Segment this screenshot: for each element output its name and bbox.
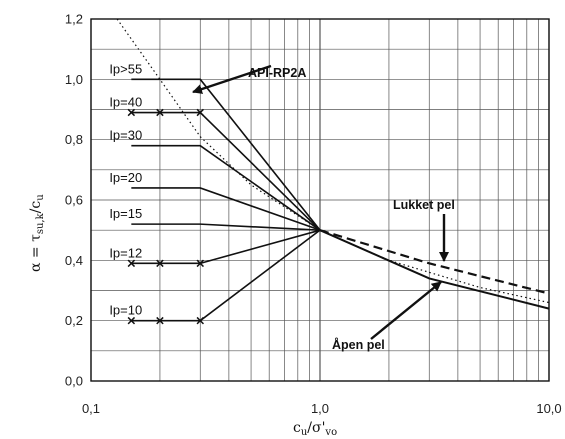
ann-apen-pel: Åpen pel	[332, 337, 385, 352]
ip-label: Ip=30	[109, 128, 142, 143]
x-marker	[127, 316, 136, 325]
x-marker	[156, 316, 164, 325]
x-marker	[196, 316, 204, 325]
ann-apen-group: Åpen pel	[332, 337, 385, 352]
y-tick-label: 0,8	[65, 132, 83, 147]
y-axis-label-pre: α = τ	[28, 234, 44, 272]
x-marker	[156, 259, 164, 268]
ip-label: Ip=10	[109, 303, 142, 318]
ann-api-group: API-RP2A	[248, 66, 306, 80]
x-tick-label: 1,0	[311, 401, 329, 416]
x-marker	[196, 108, 204, 117]
x-axis-label-mid: /σ'	[307, 420, 325, 436]
ip-label: Ip>55	[109, 61, 142, 76]
x-axis-label-sub2: vo	[324, 427, 337, 438]
x-axis-label-base: c	[293, 420, 301, 436]
x-tick-label: 0,1	[82, 401, 100, 416]
ip-label: Ip=12	[109, 245, 142, 260]
plot-frame	[90, 18, 550, 382]
y-axis-label-post: /c	[28, 201, 44, 214]
x-marker	[196, 259, 204, 268]
y-tick-label: 0,0	[65, 374, 83, 389]
series-line	[116, 18, 550, 304]
y-tick-label: 1,2	[65, 12, 83, 27]
arrow-apen-pel	[370, 281, 442, 340]
series-line	[319, 229, 550, 295]
y-tick-label: 0,4	[65, 253, 83, 268]
y-axis-label-sub: su,k	[35, 212, 46, 234]
ann-lukket-pel: Lukket pel	[393, 198, 455, 212]
ip-label: Ip=15	[109, 206, 142, 221]
y-tick-label: 1,0	[65, 72, 83, 87]
ip-label: Ip=40	[109, 95, 142, 110]
markers	[127, 108, 204, 325]
curves	[116, 18, 550, 310]
y-axis-label: α = τsu,k/cu	[28, 194, 46, 272]
x-marker	[156, 108, 164, 117]
ip-line	[131, 78, 321, 231]
labels: Ip>55 Ip=40 Ip=30 Ip=20 Ip=15 Ip=12 Ip=10	[109, 61, 449, 340]
ip-line	[131, 144, 321, 231]
y-tick-label: 0,6	[65, 193, 83, 208]
y-axis-label-sub2: u	[35, 194, 46, 201]
ann-api-rp2a: API-RP2A	[248, 66, 306, 80]
ip-line	[131, 223, 321, 231]
x-axis-label: cu/σ'vo	[293, 420, 337, 438]
ip-label: Ip=20	[109, 170, 142, 185]
x-axis-label-sub: u	[301, 427, 308, 438]
ticks: 0,0 0,2 0,4 0,6 0,8 1,0 1,2 0,1 1,0 10,0	[65, 12, 562, 417]
x-marker	[127, 108, 136, 117]
x-marker	[127, 259, 136, 268]
ip-line	[131, 187, 321, 231]
ann-lukket-group: Lukket pel	[393, 198, 455, 212]
y-tick-label: 0,2	[65, 313, 83, 328]
series-line	[319, 229, 550, 310]
arrow-api-rp2a	[192, 64, 272, 94]
grid	[90, 18, 550, 382]
x-tick-label: 10,0	[536, 401, 561, 416]
